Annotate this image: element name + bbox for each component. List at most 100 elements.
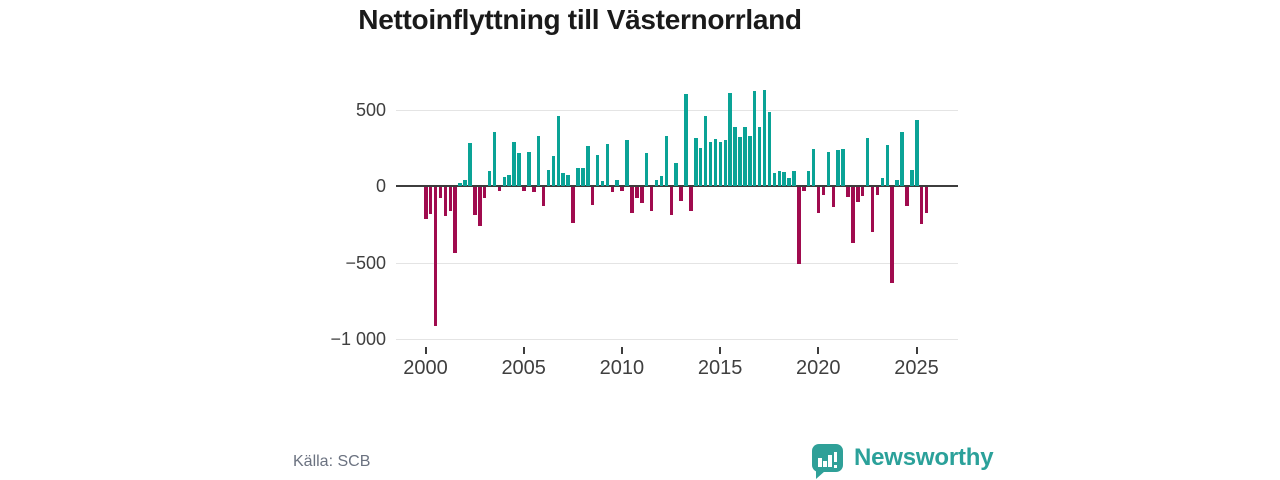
- bar[interactable]: [713, 139, 718, 186]
- bar[interactable]: [497, 187, 502, 191]
- bar[interactable]: [890, 187, 894, 283]
- bar[interactable]: [738, 137, 742, 186]
- bar[interactable]: [708, 141, 713, 186]
- bar[interactable]: [733, 127, 737, 186]
- bar[interactable]: [885, 145, 890, 186]
- bar[interactable]: [541, 187, 546, 207]
- bar[interactable]: [576, 167, 580, 186]
- bar[interactable]: [905, 187, 909, 207]
- bar[interactable]: [797, 187, 801, 265]
- bar[interactable]: [767, 111, 772, 186]
- bar[interactable]: [806, 170, 811, 186]
- bar[interactable]: [581, 167, 585, 186]
- bar[interactable]: [502, 176, 507, 186]
- bar[interactable]: [600, 180, 605, 186]
- bar[interactable]: [605, 143, 610, 186]
- bar[interactable]: [448, 187, 453, 211]
- bar[interactable]: [870, 187, 875, 233]
- bar[interactable]: [536, 136, 541, 186]
- bar[interactable]: [689, 187, 693, 212]
- bar[interactable]: [586, 146, 590, 186]
- bar[interactable]: [698, 147, 703, 186]
- bar[interactable]: [762, 90, 767, 186]
- bar[interactable]: [915, 120, 919, 186]
- bar[interactable]: [851, 187, 855, 243]
- bar[interactable]: [561, 172, 565, 186]
- bar[interactable]: [792, 170, 796, 186]
- bar[interactable]: [875, 187, 880, 195]
- bar[interactable]: [610, 187, 615, 193]
- bar[interactable]: [821, 187, 826, 195]
- bar[interactable]: [684, 94, 688, 186]
- bar[interactable]: [522, 187, 526, 191]
- bar[interactable]: [777, 170, 782, 186]
- bar[interactable]: [865, 137, 870, 186]
- bar[interactable]: [757, 127, 762, 186]
- bar[interactable]: [694, 137, 698, 186]
- bar[interactable]: [919, 187, 924, 225]
- newsworthy-logo[interactable]: Newsworthy: [810, 442, 994, 479]
- bar[interactable]: [728, 92, 732, 186]
- bar[interactable]: [595, 154, 600, 186]
- bar[interactable]: [482, 187, 487, 198]
- bar[interactable]: [527, 152, 531, 186]
- bar[interactable]: [748, 136, 752, 186]
- bar[interactable]: [463, 179, 467, 186]
- bar[interactable]: [438, 187, 443, 199]
- bar[interactable]: [846, 187, 850, 197]
- bar[interactable]: [644, 153, 649, 186]
- bar[interactable]: [546, 169, 551, 186]
- bar[interactable]: [924, 187, 929, 213]
- bar[interactable]: [787, 178, 791, 186]
- bar[interactable]: [841, 148, 845, 186]
- bar[interactable]: [703, 116, 708, 186]
- bar[interactable]: [782, 172, 786, 186]
- bar[interactable]: [590, 187, 595, 205]
- bar[interactable]: [669, 187, 673, 215]
- bar[interactable]: [428, 187, 433, 214]
- bar[interactable]: [718, 141, 723, 186]
- bar[interactable]: [630, 187, 634, 213]
- bar[interactable]: [492, 131, 497, 186]
- bar[interactable]: [679, 187, 683, 201]
- bar[interactable]: [640, 187, 644, 204]
- bar[interactable]: [659, 176, 664, 186]
- bar[interactable]: [836, 150, 840, 186]
- bar[interactable]: [625, 140, 629, 186]
- bar[interactable]: [453, 187, 457, 253]
- bar[interactable]: [649, 187, 654, 212]
- bar[interactable]: [487, 171, 492, 186]
- bar[interactable]: [895, 179, 899, 186]
- bar[interactable]: [478, 187, 482, 226]
- bar[interactable]: [507, 175, 511, 186]
- bar[interactable]: [860, 187, 865, 197]
- bar[interactable]: [856, 187, 860, 203]
- bar[interactable]: [468, 143, 472, 186]
- bar[interactable]: [664, 135, 669, 186]
- bar[interactable]: [571, 187, 575, 223]
- bar[interactable]: [473, 187, 477, 215]
- bar[interactable]: [424, 187, 428, 220]
- bar[interactable]: [723, 140, 727, 186]
- bar[interactable]: [551, 156, 556, 186]
- bar[interactable]: [772, 172, 777, 186]
- bar[interactable]: [654, 179, 659, 186]
- bar[interactable]: [512, 141, 516, 186]
- bar[interactable]: [443, 187, 448, 217]
- bar[interactable]: [831, 187, 836, 207]
- bar[interactable]: [556, 116, 561, 186]
- bar[interactable]: [910, 169, 914, 186]
- bar[interactable]: [802, 187, 806, 191]
- bar[interactable]: [880, 177, 885, 186]
- bar[interactable]: [816, 187, 821, 213]
- bar[interactable]: [811, 149, 816, 186]
- bar[interactable]: [532, 187, 536, 193]
- bar[interactable]: [752, 91, 757, 186]
- bar[interactable]: [826, 151, 831, 186]
- bar[interactable]: [743, 127, 747, 186]
- bar[interactable]: [620, 187, 624, 191]
- bar[interactable]: [458, 182, 462, 186]
- bar[interactable]: [635, 187, 639, 198]
- bar[interactable]: [674, 163, 678, 186]
- bar[interactable]: [615, 179, 619, 186]
